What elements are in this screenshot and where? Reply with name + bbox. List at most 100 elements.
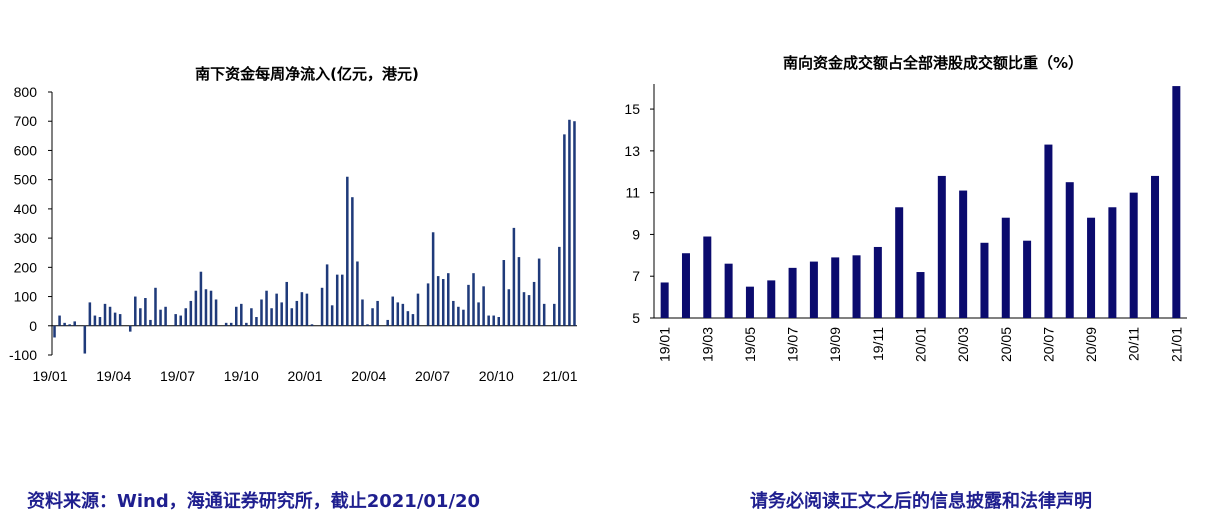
- chart2-bar: [1151, 175, 1160, 318]
- chart1-y-tick-label: 100: [14, 289, 38, 305]
- chart1-bar: [553, 303, 556, 326]
- disclaimer-link[interactable]: 请务必阅读正文之后的信息披露和法律声明: [750, 491, 1092, 512]
- chart1-bar: [462, 309, 465, 326]
- chart1-bar: [325, 264, 329, 326]
- chart1-bar: [73, 321, 76, 326]
- chart1-bar: [285, 281, 288, 326]
- chart1-bar: [376, 300, 379, 326]
- chart1-bar: [88, 302, 92, 326]
- chart1-bar: [396, 302, 400, 326]
- chart1-y-tick-label: 0: [29, 318, 37, 334]
- chart1-bar: [214, 299, 218, 326]
- chart2-bar: [1108, 207, 1117, 318]
- chart1-bar: [406, 311, 410, 326]
- chart2-x-tick-label: 20/07: [1040, 327, 1056, 362]
- chart1-x-tick-label: 20/10: [479, 368, 514, 384]
- chart1-bar: [426, 283, 430, 326]
- chart1-bar: [532, 281, 536, 326]
- chart1-bar: [361, 299, 364, 326]
- chart1-bar: [255, 317, 258, 326]
- chart1-bar: [265, 290, 268, 326]
- weekly-net-inflow-chart: 南下资金每周净流入(亿元，港元) -100 0 100 200 300 400 500 600…: [9, 65, 578, 384]
- chart2-bar: [1044, 144, 1053, 318]
- chart1-y-tick-label: 400: [14, 201, 38, 217]
- chart1-bar: [411, 314, 415, 326]
- chart1-bar: [184, 308, 188, 326]
- chart1-x-tick-label: 19/07: [160, 368, 195, 384]
- chart1-bar: [149, 319, 152, 326]
- chart1-bar: [300, 292, 304, 326]
- chart1-bar: [563, 134, 566, 326]
- chart1-y-tick-label: -100: [9, 347, 37, 363]
- chart1-bar: [447, 273, 450, 326]
- chart1-bar: [63, 322, 66, 326]
- chart1-bar: [194, 290, 198, 326]
- chart2-bar: [660, 282, 669, 318]
- chart2-bar: [1172, 86, 1181, 318]
- chart2-bar: [767, 280, 776, 318]
- chart1-bar: [174, 314, 177, 326]
- chart1-bar: [477, 302, 480, 326]
- chart2-bar: [703, 236, 712, 318]
- chart1-bar: [573, 121, 576, 326]
- chart2-x-tick-label: 19/01: [657, 327, 673, 362]
- chart1-x-tick-label: 21/01: [542, 368, 577, 384]
- chart2-y-tick-label: 9: [632, 226, 640, 242]
- chart2-bar: [980, 242, 989, 318]
- chart1-bar: [53, 325, 56, 338]
- chart1-bar: [204, 289, 208, 326]
- chart2-bar: [788, 267, 797, 318]
- chart1-bar: [346, 176, 349, 326]
- chart2-bar: [1065, 182, 1074, 318]
- chart1-bar: [527, 295, 531, 326]
- chart1-x-tick-label: 20/04: [351, 368, 386, 384]
- chart1-bar: [537, 258, 541, 326]
- chart1-bar: [134, 296, 137, 326]
- chart1-bar: [275, 293, 278, 326]
- chart2-x-tick-label: 20/05: [998, 327, 1014, 362]
- chart1-bar: [83, 325, 87, 354]
- chart1-bar: [356, 261, 359, 326]
- chart2-bar: [745, 286, 754, 318]
- chart1-bar: [113, 312, 117, 326]
- chart1-bar: [467, 284, 470, 326]
- chart1-bar: [522, 292, 526, 326]
- chart1-x-tick-label: 19/10: [224, 368, 259, 384]
- chart1-bar: [371, 308, 374, 326]
- chart1-bar: [568, 119, 571, 326]
- chart2-bar: [831, 257, 840, 318]
- chart1-bar: [320, 287, 324, 326]
- chart2-bar: [959, 190, 968, 318]
- chart1-bar: [139, 308, 142, 326]
- chart1-bar: [224, 322, 228, 326]
- chart1-bar: [482, 286, 485, 326]
- chart1-bar: [68, 324, 71, 326]
- chart1-bar: [441, 279, 445, 326]
- chart1-bar: [245, 322, 248, 326]
- chart1-bar: [58, 315, 61, 326]
- chart1-bar: [335, 274, 339, 326]
- chart1-bar: [431, 232, 435, 326]
- chart2-x-tick-label: 19/05: [742, 327, 758, 362]
- chart1-bar: [436, 276, 440, 326]
- chart1-bar: [492, 315, 495, 326]
- chart1-bar: [295, 300, 299, 326]
- chart1-bar: [108, 306, 112, 326]
- chart1-y-tick-label: 800: [14, 84, 38, 100]
- chart1-bar: [290, 308, 294, 326]
- chart2-bar: [916, 272, 925, 318]
- chart1-bar: [341, 274, 344, 326]
- chart2-title: 南向资金成交额占全部港股成交额比重（%）: [783, 54, 1083, 72]
- source-note: 资料来源：Wind，海通证券研究所，截止2021/01/20: [27, 491, 481, 512]
- chart2-y-tick-label: 13: [624, 143, 640, 159]
- chart2-bar: [1001, 217, 1010, 318]
- chart1-x-tick-label: 20/07: [415, 368, 450, 384]
- chart1-bar: [351, 197, 354, 326]
- chart1-bar: [98, 317, 102, 326]
- chart2-x-tick-label: 20/09: [1083, 327, 1099, 362]
- chart2-bar: [1087, 217, 1096, 318]
- chart1-bar: [457, 306, 460, 326]
- chart1-bar: [209, 290, 213, 326]
- chart1-bar: [260, 299, 263, 326]
- chart1-bar: [93, 315, 97, 326]
